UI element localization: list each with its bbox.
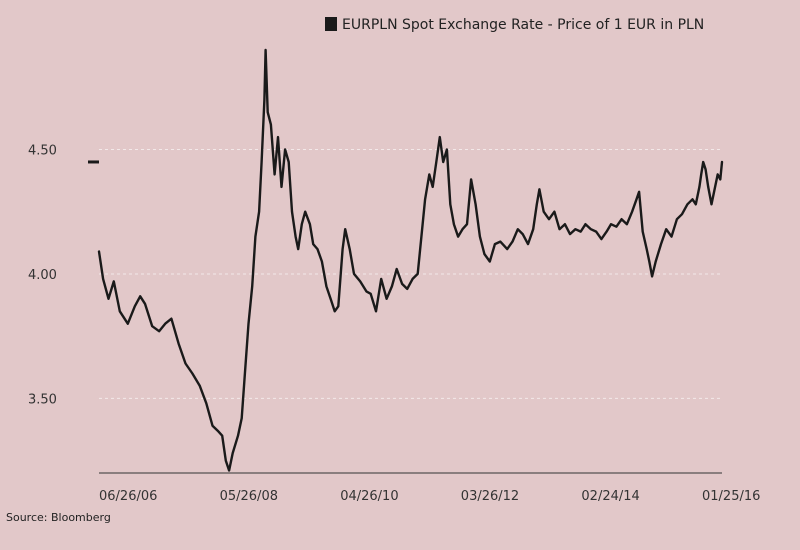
gridlines <box>99 149 722 399</box>
x-tick-label: 04/26/10 <box>340 489 398 504</box>
y-tick-label: 4.00 <box>28 268 57 283</box>
x-tick-label: 06/26/06 <box>99 489 157 504</box>
legend: EURPLN Spot Exchange Rate - Price of 1 E… <box>325 17 704 33</box>
y-axis-ticks: 3.50 4.00 4.50 <box>28 144 57 408</box>
legend-swatch <box>325 17 337 31</box>
x-tick-label: 03/26/12 <box>461 489 519 504</box>
y-tick-label: 4.50 <box>28 144 57 159</box>
eurpln-series-line <box>97 48 724 472</box>
x-axis-ticks: 06/26/06 05/26/08 04/26/10 03/26/12 02/24/14… <box>99 489 760 504</box>
x-tick-label: 05/26/08 <box>220 489 278 504</box>
legend-label: EURPLN Spot Exchange Rate - Price of 1 E… <box>342 17 704 33</box>
y-tick-label: 3.50 <box>28 392 57 407</box>
x-tick-label: 02/24/14 <box>581 489 639 504</box>
x-tick-label: 01/25/16 <box>702 489 760 504</box>
source-note: Source: Bloomberg <box>6 511 111 524</box>
